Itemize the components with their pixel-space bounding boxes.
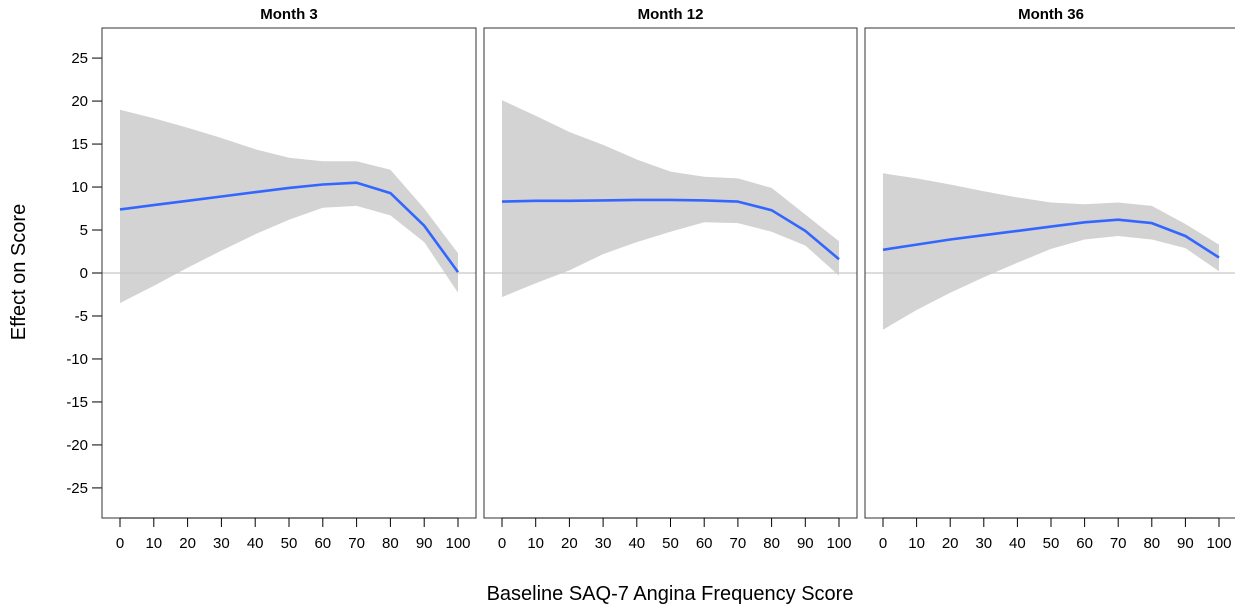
x-tick-label: 100 — [826, 535, 851, 552]
y-tick-label: 25 — [71, 50, 88, 67]
y-tick-label: 0 — [80, 265, 88, 282]
x-tick-label: 10 — [527, 535, 544, 552]
estimate-line — [501, 198, 840, 261]
x-tick-label: 10 — [908, 535, 925, 552]
y-tick-label: 15 — [71, 136, 88, 153]
confidence-band — [883, 173, 1219, 330]
y-axis-title: Effect on Score — [8, 204, 30, 340]
panel-title: Month 12 — [638, 6, 704, 23]
y-tick-label: -25 — [66, 480, 88, 497]
y-tick-label: -5 — [75, 308, 88, 325]
x-tick-label: 80 — [1143, 535, 1160, 552]
x-tick-label: 20 — [942, 535, 959, 552]
x-tick-label: 0 — [879, 535, 887, 552]
x-tick-label: 100 — [1206, 535, 1231, 552]
y-tick-label: -10 — [66, 351, 88, 368]
x-tick-label: 20 — [561, 535, 578, 552]
facet-panel-2: Month 12 0 10 20 30 40 50 60 70 80 90 100 — [483, 6, 858, 552]
x-axis-title: Baseline SAQ-7 Angina Frequency Score — [487, 583, 854, 605]
x-tick-label: 40 — [1009, 535, 1026, 552]
x-tick-label: 60 — [1076, 535, 1093, 552]
x-tick-label: 30 — [975, 535, 992, 552]
x-tick-label: 90 — [797, 535, 814, 552]
estimate-line — [119, 181, 460, 273]
x-tick-label: 70 — [730, 535, 747, 552]
x-tick-label: 50 — [1043, 535, 1060, 552]
x-tick-label: 30 — [595, 535, 612, 552]
panel-title: Month 3 — [260, 6, 318, 23]
x-tick-label: 40 — [247, 535, 264, 552]
x-tick-label: 70 — [1110, 535, 1127, 552]
y-axis: -25 -20 -15 -10 -5 0 5 10 15 20 25 — [66, 50, 103, 497]
y-tick-label: -20 — [66, 437, 88, 454]
x-tick-label: 50 — [281, 535, 298, 552]
y-tick-label: 20 — [71, 93, 88, 110]
facet-panel-3: Month 36 0 10 20 30 40 50 60 70 80 90 100 — [864, 6, 1235, 552]
x-tick-label: 30 — [213, 535, 230, 552]
y-tick-label: 10 — [71, 179, 88, 196]
x-tick-label: 0 — [116, 535, 124, 552]
panel-title: Month 36 — [1018, 6, 1084, 23]
y-tick-label: -15 — [66, 394, 88, 411]
x-tick-label: 60 — [314, 535, 331, 552]
x-tick-label: 60 — [696, 535, 713, 552]
x-tick-label: 90 — [1177, 535, 1194, 552]
x-tick-label: 50 — [662, 535, 679, 552]
x-tick-label: 80 — [382, 535, 399, 552]
x-tick-label: 90 — [416, 535, 433, 552]
facet-panel-1: Month 3 0 10 20 30 40 50 60 70 80 90 100 — [101, 6, 477, 552]
x-tick-label: 0 — [498, 535, 506, 552]
estimate-line — [882, 218, 1220, 259]
x-tick-label: 20 — [179, 535, 196, 552]
y-tick-label: 5 — [80, 222, 88, 239]
x-tick-label: 40 — [628, 535, 645, 552]
x-tick-label: 100 — [445, 535, 470, 552]
confidence-band — [120, 109, 458, 304]
x-tick-label: 70 — [348, 535, 365, 552]
x-tick-label: 10 — [145, 535, 162, 552]
x-tick-label: 80 — [763, 535, 780, 552]
